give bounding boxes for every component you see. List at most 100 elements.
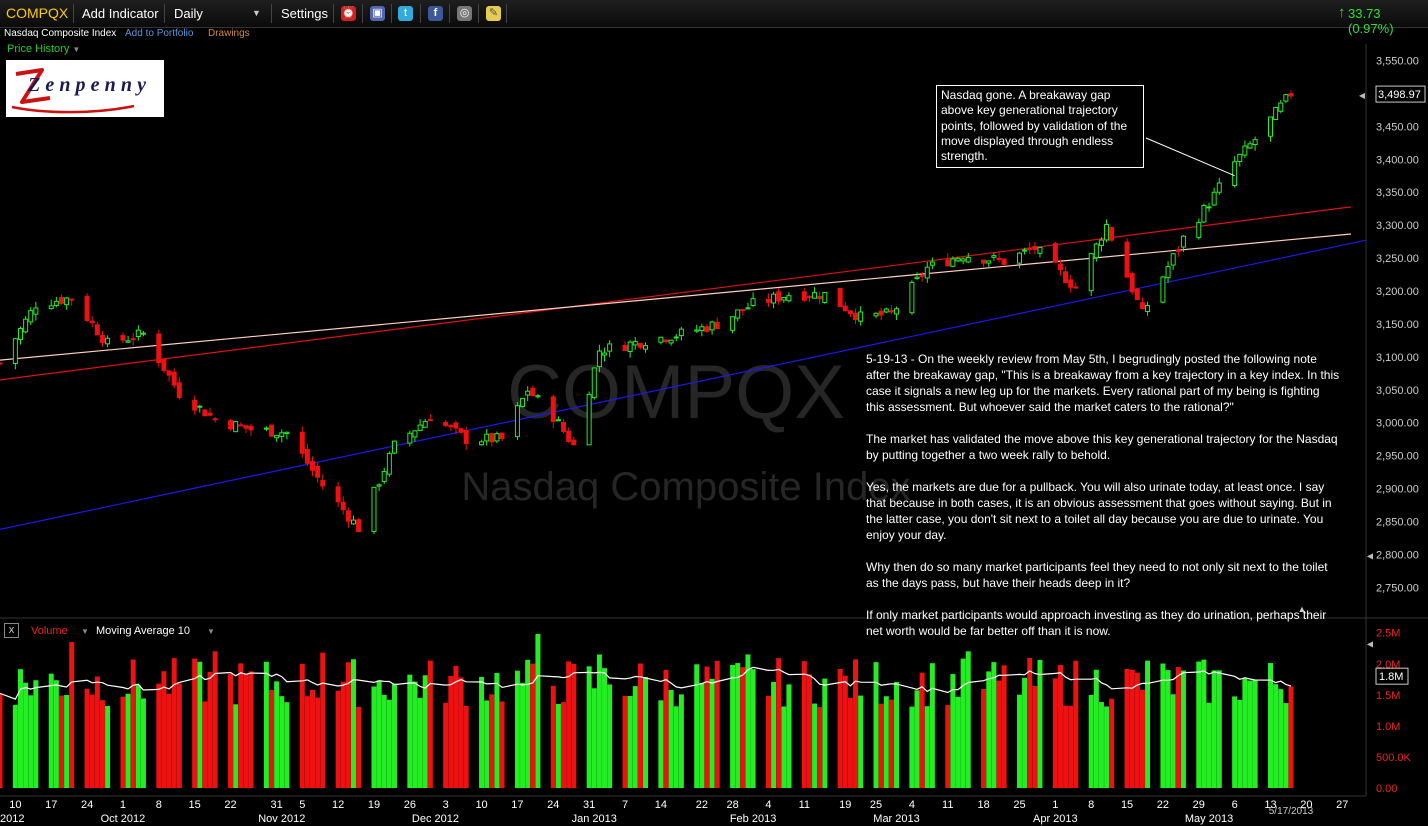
moving-average-label[interactable]: Moving Average 10 bbox=[96, 625, 190, 637]
toolbar-divider bbox=[506, 4, 507, 23]
candle-body bbox=[668, 339, 674, 344]
volume-bar bbox=[1247, 680, 1253, 788]
date-tick-label: 4 bbox=[909, 799, 915, 811]
add-to-portfolio-link[interactable]: Add to Portfolio bbox=[125, 28, 194, 39]
candle-body bbox=[704, 326, 710, 332]
volume-tick-label: 1.5M bbox=[1376, 690, 1400, 702]
candle-body bbox=[622, 344, 628, 351]
volume-label[interactable]: Volume bbox=[31, 625, 68, 637]
volume-bar bbox=[228, 673, 234, 788]
last-date-label: 5/17/2013 bbox=[1269, 806, 1314, 817]
candle-body bbox=[1063, 271, 1069, 284]
toolbar-divider bbox=[362, 4, 363, 23]
chevron-down-icon[interactable]: ▼ bbox=[207, 627, 215, 636]
date-tick-label: 22 bbox=[696, 799, 708, 811]
chevron-down-icon[interactable]: ▼ bbox=[81, 627, 89, 636]
trendline-red bbox=[0, 206, 1352, 381]
candle-body bbox=[499, 432, 505, 440]
candle-body bbox=[356, 519, 362, 533]
candle-body bbox=[1252, 139, 1258, 146]
candle-body bbox=[771, 293, 777, 304]
candle-body bbox=[386, 453, 392, 475]
volume-bar bbox=[33, 680, 39, 788]
volume-bar bbox=[0, 693, 3, 788]
volume-bar bbox=[84, 688, 90, 788]
month-label: Oct 2012 bbox=[101, 813, 146, 825]
volume-bar bbox=[192, 658, 198, 788]
drawings-link[interactable]: Drawings bbox=[208, 28, 250, 39]
volume-bar bbox=[345, 662, 351, 788]
candle-body bbox=[1052, 243, 1058, 263]
candle-body bbox=[89, 320, 95, 324]
twitter-icon[interactable]: t bbox=[398, 6, 413, 21]
month-label: Jan 2013 bbox=[572, 813, 617, 825]
volume-bar bbox=[135, 685, 141, 788]
volume-bar bbox=[812, 703, 818, 788]
alarm-clock-icon[interactable]: ⏰ bbox=[341, 6, 356, 21]
price-tick-label: 3,200.00 bbox=[1376, 286, 1419, 298]
candle-body bbox=[350, 519, 356, 525]
volume-bar bbox=[847, 697, 853, 788]
candle-body bbox=[274, 434, 280, 439]
cube-icon[interactable]: ▣ bbox=[370, 6, 385, 21]
candle-body bbox=[371, 486, 377, 533]
volume-bar bbox=[58, 695, 64, 788]
volume-bar bbox=[1242, 678, 1248, 788]
month-label: May 2013 bbox=[1185, 813, 1233, 825]
volume-bar bbox=[274, 681, 280, 788]
volume-bar bbox=[1196, 661, 1202, 788]
volume-bar bbox=[23, 682, 29, 788]
volume-bar bbox=[263, 661, 269, 788]
date-tick-label: 25 bbox=[870, 799, 882, 811]
candle-body bbox=[263, 427, 269, 430]
volume-bar bbox=[914, 690, 920, 788]
volume-bar bbox=[156, 683, 162, 788]
volume-bar bbox=[453, 665, 459, 788]
volume-bar bbox=[207, 671, 213, 788]
candle-body bbox=[284, 431, 290, 434]
close-pane-button[interactable]: x bbox=[4, 623, 19, 638]
last-price-box bbox=[1375, 85, 1426, 103]
price-tick-label: 2,900.00 bbox=[1376, 484, 1419, 496]
price-marker-icon: ◀ bbox=[1367, 551, 1374, 560]
month-label: Feb 2013 bbox=[730, 813, 776, 825]
candle-body bbox=[873, 312, 879, 317]
volume-bar bbox=[1016, 694, 1022, 788]
chevron-down-icon[interactable]: ▼ bbox=[252, 8, 261, 18]
volume-bar bbox=[1057, 665, 1063, 788]
facebook-icon[interactable]: f bbox=[428, 6, 443, 21]
price-tick-label: 3,550.00 bbox=[1376, 55, 1419, 67]
add-indicator-button[interactable]: Add Indicator bbox=[82, 6, 159, 21]
symbol-label[interactable]: COMPQX bbox=[6, 5, 69, 21]
volume-bar bbox=[391, 683, 397, 788]
volume-bar bbox=[243, 673, 249, 788]
volume-bar bbox=[1180, 670, 1186, 788]
candle-body bbox=[12, 338, 18, 364]
candle-body bbox=[64, 297, 70, 306]
volume-bar bbox=[771, 681, 777, 788]
price-history-menu[interactable]: Price History ▼ bbox=[7, 43, 80, 55]
note-icon[interactable]: ✎ bbox=[486, 6, 501, 21]
volume-bar bbox=[1027, 657, 1033, 788]
candle-body bbox=[17, 327, 23, 340]
pane-scroll-up-icon[interactable]: ▲ bbox=[1298, 604, 1307, 614]
binoculars-icon[interactable]: ◎ bbox=[457, 6, 472, 21]
volume-tick-label: 2.5M bbox=[1376, 628, 1400, 640]
candle-body bbox=[1032, 246, 1038, 250]
volume-bar bbox=[678, 694, 684, 788]
settings-button[interactable]: Settings bbox=[281, 6, 328, 21]
date-tick-label: 24 bbox=[81, 799, 93, 811]
candle-body bbox=[786, 295, 792, 302]
volume-bar bbox=[806, 674, 812, 788]
volume-bar bbox=[704, 666, 710, 788]
price-tick-label: 3,450.00 bbox=[1376, 121, 1419, 133]
commentary-paragraph: The market has validated the move above … bbox=[866, 432, 1338, 462]
volume-bar bbox=[28, 695, 34, 788]
volume-bar bbox=[637, 663, 643, 788]
candle-body bbox=[888, 310, 894, 313]
price-tick-label: 2,850.00 bbox=[1376, 517, 1419, 529]
date-tick-label: 13 bbox=[1264, 799, 1276, 811]
period-select[interactable]: Daily bbox=[174, 6, 203, 21]
